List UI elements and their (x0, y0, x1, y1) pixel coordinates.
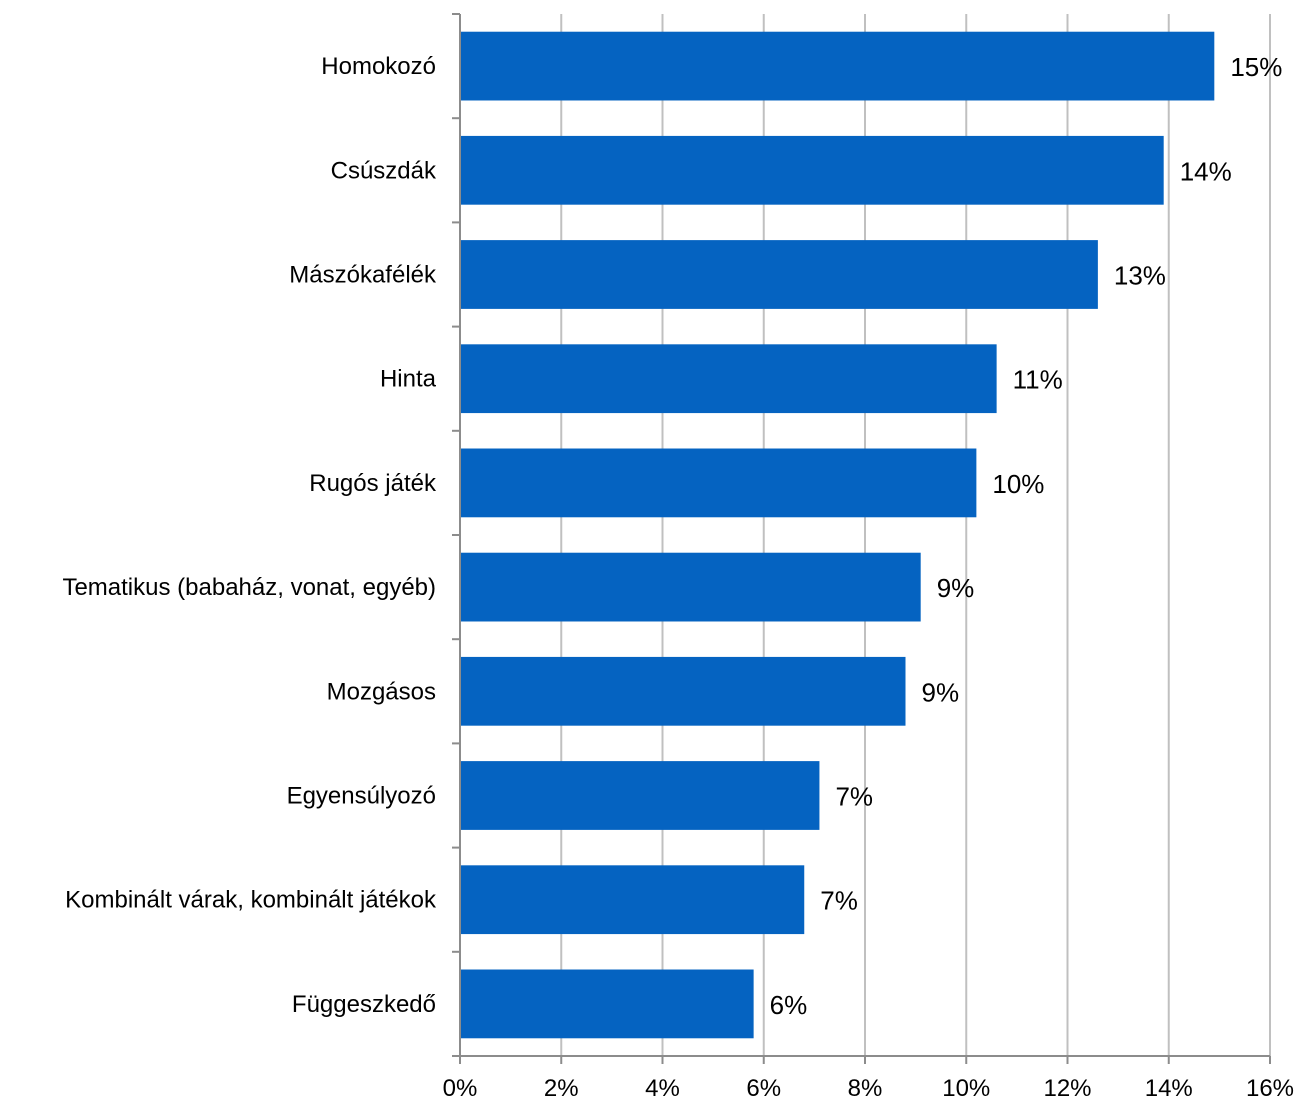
x-tick-label: 6% (746, 1075, 781, 1102)
category-label: Hinta (380, 366, 437, 393)
category-label: Homokozó (321, 53, 436, 80)
category-label: Egyensúlyozó (287, 783, 436, 810)
data-label: 14% (1180, 156, 1232, 186)
axis-layer (452, 13, 1271, 1064)
data-label: 9% (922, 677, 960, 707)
x-tick-label: 8% (848, 1075, 883, 1102)
category-label: Csúszdák (331, 157, 437, 184)
category-label: Mozgásos (327, 678, 436, 705)
bar (461, 656, 906, 726)
data-label: 10% (992, 469, 1044, 499)
x-tick-label: 0% (443, 1075, 478, 1102)
bar-layer (461, 31, 1215, 1039)
category-label: Tematikus (babaház, vonat, egyéb) (62, 574, 436, 601)
data-label: 6% (770, 990, 808, 1020)
label-layer: 0% 2% 4% 6% 8% 10% 12% 14% 16% Homokozó 15% Csúszdá… (62, 52, 1294, 1102)
data-label: 11% (1013, 365, 1063, 395)
bar (461, 240, 1098, 309)
x-tick-label: 10% (942, 1075, 990, 1102)
bar (461, 31, 1215, 101)
x-tick-label: 16% (1246, 1075, 1294, 1102)
category-label: Kombinált várak, kombinált játékok (65, 887, 437, 914)
bar (461, 135, 1164, 205)
data-label: 7% (835, 782, 873, 812)
x-tick-label: 14% (1145, 1075, 1193, 1102)
x-tick-label: 12% (1043, 1075, 1091, 1102)
x-tick-label: 2% (544, 1075, 579, 1102)
category-label: Mászókafélék (289, 262, 437, 289)
bar (461, 969, 754, 1039)
bar (461, 448, 977, 518)
data-label: 13% (1114, 261, 1166, 291)
bar (461, 344, 997, 414)
x-tick-label: 4% (645, 1075, 680, 1102)
data-label: 7% (820, 886, 858, 916)
data-label: 9% (937, 573, 975, 603)
bar (461, 552, 921, 622)
bar (461, 761, 820, 830)
data-label: 15% (1230, 52, 1282, 82)
category-label: Függeszkedő (292, 991, 436, 1018)
category-label: Rugós játék (309, 470, 437, 497)
bar (461, 865, 805, 935)
